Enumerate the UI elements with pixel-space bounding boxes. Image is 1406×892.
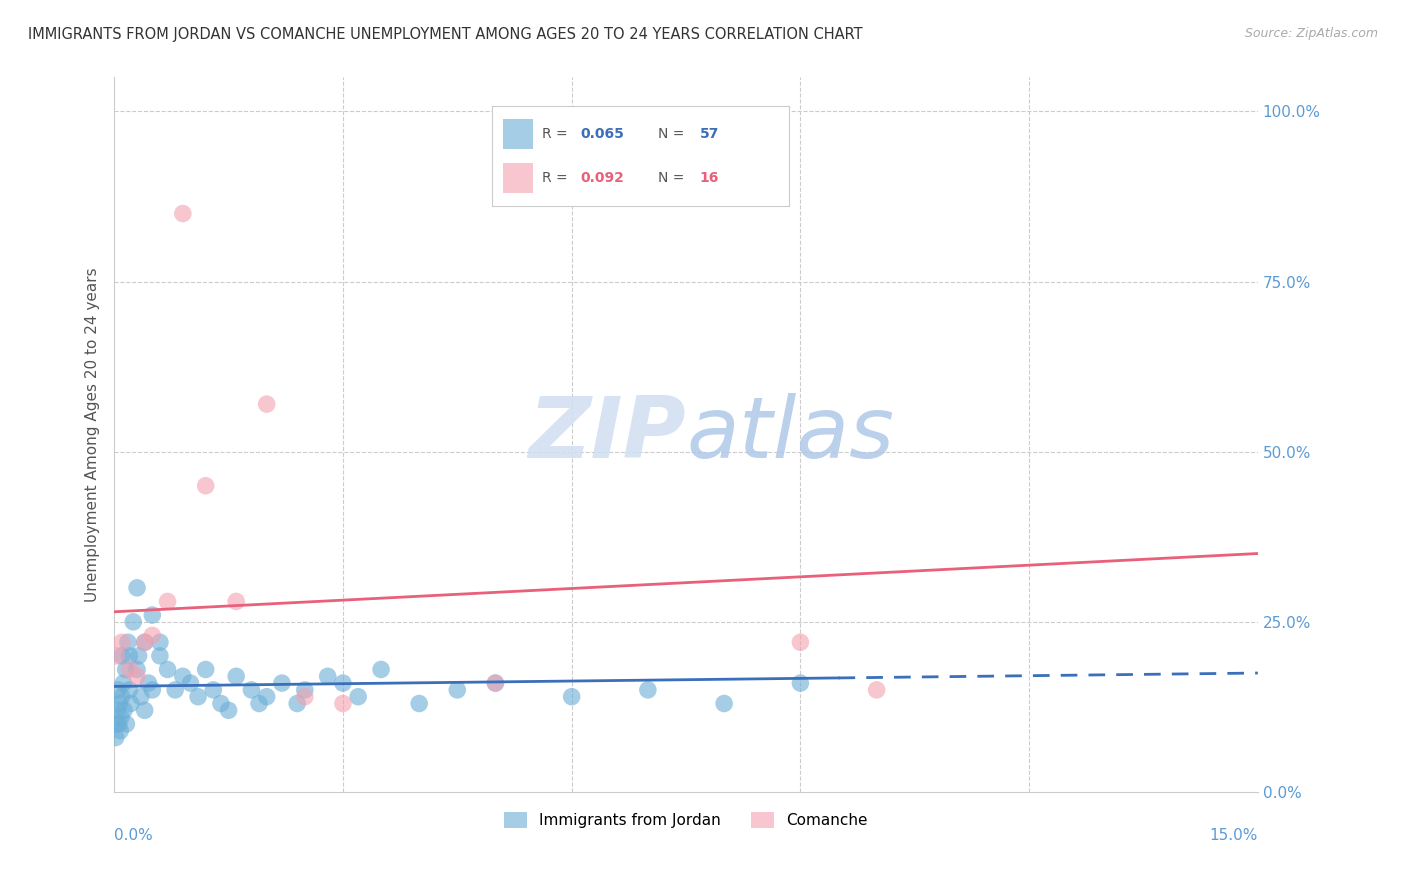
Point bbox=[104, 731, 127, 745]
Point bbox=[107, 717, 129, 731]
Point bbox=[156, 663, 179, 677]
Point bbox=[194, 663, 217, 677]
Point bbox=[484, 676, 506, 690]
Point bbox=[332, 697, 354, 711]
Point bbox=[110, 723, 132, 738]
Point bbox=[408, 697, 430, 711]
Point bbox=[194, 479, 217, 493]
Point bbox=[789, 676, 811, 690]
Point bbox=[134, 635, 156, 649]
Point bbox=[316, 669, 339, 683]
Point bbox=[256, 397, 278, 411]
Point bbox=[865, 682, 887, 697]
Point bbox=[138, 676, 160, 690]
Point bbox=[172, 206, 194, 220]
Point bbox=[111, 648, 134, 663]
Point bbox=[111, 690, 134, 704]
Text: 0.0%: 0.0% bbox=[114, 828, 153, 843]
Point bbox=[561, 690, 583, 704]
Point bbox=[122, 615, 145, 629]
Point bbox=[294, 690, 316, 704]
Point bbox=[125, 581, 148, 595]
Text: 15.0%: 15.0% bbox=[1209, 828, 1258, 843]
Point bbox=[484, 676, 506, 690]
Point bbox=[240, 682, 263, 697]
Point bbox=[332, 676, 354, 690]
Point bbox=[209, 697, 232, 711]
Point bbox=[446, 682, 468, 697]
Point bbox=[218, 703, 240, 717]
Text: IMMIGRANTS FROM JORDAN VS COMANCHE UNEMPLOYMENT AMONG AGES 20 TO 24 YEARS CORREL: IMMIGRANTS FROM JORDAN VS COMANCHE UNEMP… bbox=[28, 27, 863, 42]
Point bbox=[118, 663, 141, 677]
Point bbox=[637, 682, 659, 697]
Point bbox=[271, 676, 294, 690]
Point bbox=[225, 669, 247, 683]
Point bbox=[105, 703, 128, 717]
Point bbox=[156, 594, 179, 608]
Point bbox=[225, 594, 247, 608]
Point bbox=[107, 682, 129, 697]
Point bbox=[187, 690, 209, 704]
Point bbox=[125, 663, 148, 677]
Point bbox=[149, 635, 172, 649]
Point bbox=[713, 697, 735, 711]
Point bbox=[149, 648, 172, 663]
Point bbox=[112, 703, 135, 717]
Y-axis label: Unemployment Among Ages 20 to 24 years: Unemployment Among Ages 20 to 24 years bbox=[86, 268, 100, 602]
Point bbox=[789, 635, 811, 649]
Point bbox=[114, 663, 136, 677]
Text: Source: ZipAtlas.com: Source: ZipAtlas.com bbox=[1244, 27, 1378, 40]
Point bbox=[247, 697, 270, 711]
Point bbox=[347, 690, 370, 704]
Point bbox=[108, 697, 131, 711]
Point bbox=[141, 682, 163, 697]
Point bbox=[120, 697, 142, 711]
Point bbox=[134, 703, 156, 717]
Point bbox=[179, 676, 201, 690]
Point bbox=[370, 663, 392, 677]
Point bbox=[128, 648, 150, 663]
Text: atlas: atlas bbox=[686, 393, 894, 476]
Point bbox=[105, 648, 128, 663]
Point bbox=[118, 682, 141, 697]
Point bbox=[141, 608, 163, 623]
Point bbox=[110, 710, 132, 724]
Point bbox=[141, 628, 163, 642]
Text: ZIP: ZIP bbox=[529, 393, 686, 476]
Point bbox=[118, 648, 141, 663]
Point bbox=[129, 690, 152, 704]
Point bbox=[105, 717, 128, 731]
Point bbox=[115, 717, 138, 731]
Point bbox=[294, 682, 316, 697]
Point bbox=[165, 682, 187, 697]
Point bbox=[285, 697, 308, 711]
Point bbox=[117, 635, 139, 649]
Point bbox=[134, 635, 156, 649]
Point bbox=[172, 669, 194, 683]
Point bbox=[112, 676, 135, 690]
Point bbox=[202, 682, 225, 697]
Point bbox=[256, 690, 278, 704]
Point bbox=[125, 669, 148, 683]
Point bbox=[111, 635, 134, 649]
Legend: Immigrants from Jordan, Comanche: Immigrants from Jordan, Comanche bbox=[498, 806, 875, 834]
